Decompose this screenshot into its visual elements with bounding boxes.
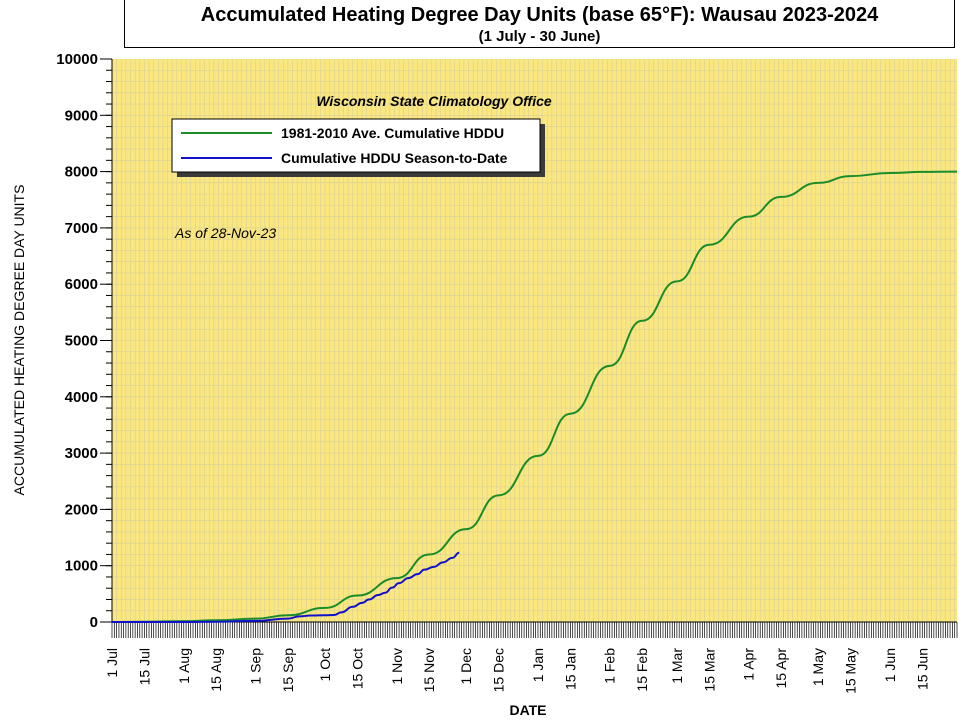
y-tick-label: 6000 [65, 276, 98, 293]
legend-label-average: 1981-2010 Ave. Cumulative HDDU [281, 125, 504, 141]
x-axis-label: DATE [509, 702, 546, 718]
x-tick-label: 1 Apr [741, 648, 757, 681]
chart-subtitle: (1 July - 30 June) [478, 28, 601, 45]
source-note: Wisconsin State Climatology Office [316, 93, 552, 109]
legend: 1981-2010 Ave. Cumulative HDDU Cumulativ… [171, 118, 545, 177]
y-tick-label: 1000 [65, 558, 98, 575]
x-tick-label: 1 Jul [104, 648, 120, 678]
x-tick-label: 15 Dec [491, 648, 507, 692]
x-tick-label: 15 May [843, 648, 859, 694]
y-tick-label: 7000 [65, 220, 98, 237]
x-tick-label: 15 Nov [421, 648, 437, 692]
legend-label-season: Cumulative HDDU Season-to-Date [281, 150, 508, 166]
x-tick-label: 1 Jun [882, 648, 898, 682]
x-tick-label: 15 Apr [773, 648, 789, 689]
y-tick-label: 5000 [65, 333, 98, 350]
as-of-date: As of 28-Nov-23 [174, 225, 276, 241]
x-tick-label: 1 Jan [530, 648, 546, 682]
x-tick-label: 1 May [810, 648, 826, 686]
chart-title-box: Accumulated Heating Degree Day Units (ba… [124, 0, 955, 48]
y-tick-label: 3000 [65, 445, 98, 462]
x-tick-label: 1 Sep [248, 648, 264, 685]
series-line-average [111, 170, 958, 623]
series-line-season [112, 551, 460, 623]
y-tick-label: 9000 [65, 107, 98, 124]
y-tick-label: 0 [90, 614, 98, 631]
y-axis-label: ACCUMULATED HEATING DEGREE DAY UNITS [11, 185, 27, 496]
y-tick-label: 8000 [65, 164, 98, 181]
y-tick-label: 4000 [65, 389, 98, 406]
x-tick-label: 1 Mar [669, 648, 685, 684]
legend-box [171, 118, 541, 173]
x-tick-label: 15 Aug [208, 648, 224, 692]
y-tick-label: 10000 [56, 51, 98, 68]
x-tick-label: 15 Mar [701, 648, 717, 692]
x-tick-label: 1 Oct [317, 648, 333, 682]
x-tick-label: 15 Oct [349, 648, 365, 689]
chart-title: Accumulated Heating Degree Day Units (ba… [200, 4, 879, 26]
y-tick-label: 2000 [65, 501, 98, 518]
x-tick-label: 15 Jul [136, 648, 152, 685]
x-tick-label: 15 Jun [914, 648, 930, 690]
x-tick-label: 1 Feb [602, 648, 618, 684]
x-tick-label: 1 Dec [458, 648, 474, 685]
x-tick-label: 15 Jan [562, 648, 578, 690]
x-tick-label: 15 Sep [280, 648, 296, 693]
x-tick-label: 15 Feb [634, 648, 650, 692]
x-tick-label: 1 Aug [176, 648, 192, 684]
x-tick-label: 1 Nov [389, 648, 405, 685]
